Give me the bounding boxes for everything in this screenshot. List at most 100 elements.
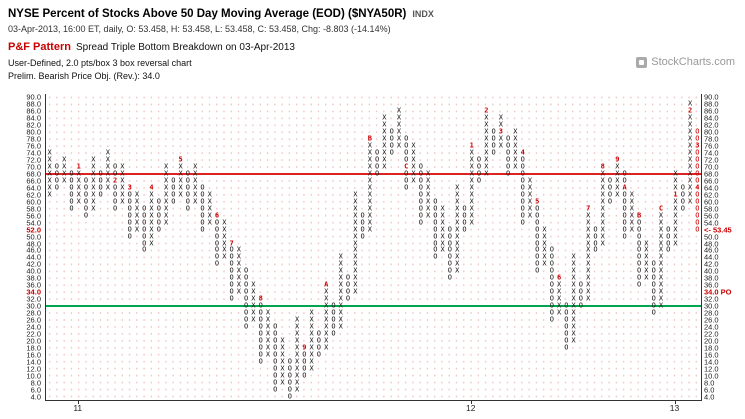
pnf-box: O [156, 211, 161, 220]
pnf-box: X [411, 155, 416, 164]
pnf-box: X [658, 218, 664, 227]
y-axis-label: 32.0 [26, 294, 41, 304]
y-axis-label: 42.0 [704, 259, 719, 269]
pnf-box: X [571, 266, 576, 275]
pnf-box: O [127, 211, 132, 220]
pnf-box: X [324, 322, 329, 331]
month-marker: A [622, 183, 627, 192]
pnf-box: O [549, 259, 554, 268]
pnf-box: X [120, 197, 125, 206]
pnf-box: X [571, 308, 576, 317]
pnf-box: O [375, 148, 380, 157]
pnf-box: O [695, 176, 700, 185]
pnf-box: X [353, 252, 358, 261]
pnf-box: O [622, 204, 627, 213]
pnf-box: O [637, 273, 642, 282]
pnf-box: O [651, 308, 656, 317]
y-axis-label-highlight: 34.0 [26, 287, 41, 297]
pnf-box: X [353, 218, 358, 227]
y-axis-label: 90.0 [26, 92, 41, 102]
pnf-box: X [600, 239, 605, 248]
month-marker: B [367, 134, 372, 143]
pnf-box: O [214, 239, 220, 248]
pnf-box: X [178, 190, 183, 199]
pnf-box: X [324, 301, 329, 310]
pnf-box: O [549, 273, 554, 282]
pnf-box: O [506, 134, 511, 143]
pnf-box: O [127, 197, 132, 206]
pnf-box: O [535, 266, 540, 275]
pnf-box: O [171, 197, 176, 206]
y-axis-label: 62.0 [704, 190, 719, 200]
pnf-box: X [440, 204, 445, 213]
y-axis-label: 30.0 [26, 301, 41, 311]
pnf-box: X [294, 385, 300, 394]
pnf-box: O [506, 148, 511, 157]
pnf-box: X [367, 169, 372, 178]
y-axis-label: 74.0 [26, 148, 41, 158]
pnf-box: X [280, 336, 285, 345]
y-axis-label: 54.0 [704, 217, 719, 227]
pnf-box: X [586, 294, 591, 303]
pnf-box: O [520, 183, 525, 192]
y-axis-label: 74.0 [704, 148, 719, 158]
pnf-box: O [258, 357, 263, 366]
y-axis-label: 26.0 [704, 315, 719, 325]
pnf-box: O [695, 218, 700, 227]
pnf-box: X [673, 204, 678, 213]
pnf-box: X [149, 211, 154, 220]
pnf-box: X [280, 350, 285, 359]
pnf-box: O [214, 218, 220, 227]
y-axis-label: 58.0 [26, 204, 41, 213]
pnf-box: X [382, 155, 387, 164]
pnf-box: O [331, 301, 336, 310]
pnf-box: X [586, 218, 591, 227]
pnf-box: X [615, 183, 620, 192]
pnf-box: O [98, 190, 103, 199]
pnf-box: O [142, 211, 147, 220]
pnf-box: X [586, 239, 591, 248]
pnf-box: O [637, 218, 642, 227]
y-axis-label: 50.0 [26, 231, 41, 241]
pnf-box: X [673, 176, 678, 185]
pnf-box: X [469, 169, 474, 178]
pnf-box: X [629, 211, 634, 220]
pnf-box: X [236, 245, 241, 254]
y-axis-label: 88.0 [704, 99, 719, 109]
pnf-box: O [83, 183, 89, 192]
y-axis-label: 50.0 [704, 231, 719, 241]
y-axis-label: 44.0 [704, 252, 719, 262]
pnf-box: X [527, 197, 533, 206]
y-axis-label: 30.0 [704, 301, 719, 311]
pnf-box: O [535, 211, 540, 220]
pnf-box: X [396, 106, 402, 115]
y-axis-label: 12.0 [26, 363, 41, 373]
stockcharts-watermark: StockCharts.com [636, 56, 735, 68]
pnf-box: X [353, 190, 358, 199]
y-axis-label: 36.0 [26, 280, 41, 290]
pnf-box: X [455, 197, 460, 206]
pnf-box: O [142, 204, 147, 213]
y-axis-label: 26.0 [26, 315, 41, 325]
y-axis-label: 8.0 [704, 377, 715, 387]
pnf-box: X [644, 273, 649, 282]
pnf-box: X [222, 218, 227, 227]
pnf-box: X [687, 176, 693, 185]
pnf-box: O [404, 176, 409, 185]
pnf-box: O [637, 225, 642, 234]
month-marker: 4 [520, 148, 525, 157]
pf-pattern-label: P&F Pattern [8, 41, 71, 53]
pnf-box: X [236, 266, 241, 275]
pnf-box: X [91, 169, 96, 178]
pnf-box: X [425, 190, 431, 199]
pnf-box: X [62, 162, 67, 171]
pnf-box: O [637, 245, 642, 254]
pnf-box: X [338, 315, 343, 324]
pnf-box: O [549, 245, 554, 254]
y-axis-label: 12.0 [704, 363, 719, 373]
pnf-box: X [600, 183, 605, 192]
pnf-box: O [331, 329, 336, 338]
y-axis-label: 82.0 [26, 120, 41, 130]
pnf-box: X [280, 364, 285, 373]
pnf-box: O [200, 183, 205, 192]
